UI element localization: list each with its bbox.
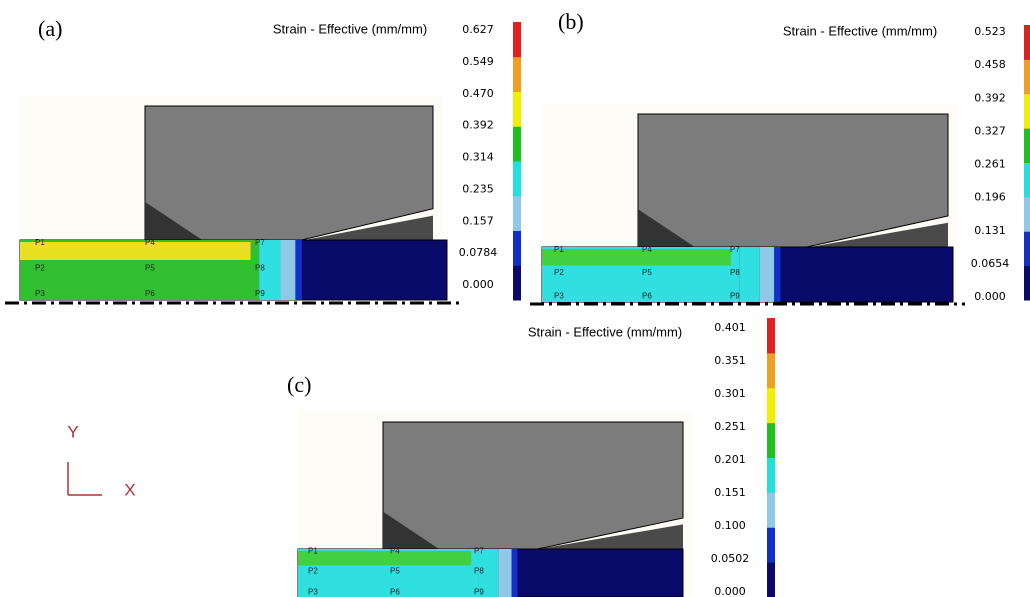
legend-title: Strain - Effective (mm/mm) (528, 324, 682, 339)
scale-label: 0.0654 (971, 257, 1010, 270)
strain-zone (739, 247, 760, 302)
scale-label: 0.401 (714, 321, 746, 334)
colorbar-band (767, 318, 775, 353)
scale-label: 0.235 (462, 182, 494, 195)
legend-title: Strain - Effective (mm/mm) (783, 23, 937, 38)
panel-label: (a) (38, 16, 62, 41)
scale-label: 0.458 (974, 58, 1006, 71)
point-label: P9 (255, 289, 265, 298)
panel-label: (b) (558, 9, 584, 34)
point-label: P4 (145, 238, 155, 247)
scale-label: 0.157 (462, 214, 494, 227)
colorbar-band (1024, 59, 1030, 94)
scale-label: 0.392 (462, 119, 494, 132)
y-axis-label: Y (67, 422, 78, 441)
scale-label: 0.549 (462, 55, 494, 68)
colorbar-band (1024, 197, 1030, 232)
point-label: P2 (35, 263, 45, 272)
x-axis-label: X (124, 480, 135, 499)
colorbar-band (767, 353, 775, 388)
point-label: P9 (730, 292, 740, 301)
colorbar-band (1024, 25, 1030, 60)
colorbar-band (513, 57, 521, 92)
panel-label: (c) (287, 372, 311, 397)
colorbar-band (1024, 266, 1030, 301)
point-label: P3 (308, 587, 318, 596)
scale-label: 0.523 (974, 25, 1006, 38)
scale-label: 0.196 (974, 191, 1006, 204)
colorbar-band (513, 126, 521, 161)
scale-label: 0.261 (974, 158, 1006, 171)
colorbar-band (767, 458, 775, 493)
point-label: P5 (642, 268, 652, 277)
point-label: P7 (730, 245, 740, 254)
point-label: P2 (554, 268, 564, 277)
point-label: P1 (308, 547, 318, 556)
scale-label: 0.301 (714, 387, 746, 400)
strain-zone (295, 240, 301, 300)
colorbar-band (1024, 231, 1030, 266)
strain-zone (298, 551, 471, 565)
colorbar-band (513, 196, 521, 231)
strain-zone (774, 247, 780, 302)
strain-zone (280, 240, 295, 300)
colorbar-band (513, 92, 521, 127)
point-label: P3 (554, 292, 564, 301)
point-label: P6 (642, 292, 652, 301)
scale-label: 0.201 (714, 453, 746, 466)
legend-title: Strain - Effective (mm/mm) (273, 21, 427, 36)
scale-label: 0.470 (462, 87, 494, 100)
colorbar-band (767, 423, 775, 458)
colorbar-band (1024, 94, 1030, 129)
point-label: P6 (390, 587, 400, 596)
scale-label: 0.000 (462, 278, 494, 291)
scale-label: 0.000 (714, 585, 746, 597)
strain-zone (542, 249, 731, 266)
figure: Y X P1 P4 P7 P2 P5 P8 P3 P6 P9 (a) Strain - Effect… (0, 0, 1030, 597)
point-label: P5 (390, 567, 400, 576)
scale-label: 0.0784 (459, 246, 498, 259)
point-label: P1 (35, 238, 45, 247)
scale-label: 0.392 (974, 91, 1006, 104)
scale-label: 0.251 (714, 420, 746, 433)
scale-label: 0.627 (462, 23, 494, 36)
point-label: P8 (255, 263, 265, 272)
colorbar-band (1024, 163, 1030, 198)
colorbar-band (513, 231, 521, 266)
scale-label: 0.100 (714, 519, 746, 532)
scale-label: 0.314 (462, 151, 494, 164)
colorbar-band (513, 22, 521, 57)
strain-zone (760, 247, 774, 302)
scale-label: 0.0502 (711, 552, 750, 565)
scale-label: 0.131 (974, 224, 1006, 237)
strain-zone (512, 549, 518, 597)
colorbar-band (513, 161, 521, 196)
strain-zone (498, 549, 511, 597)
point-label: P7 (474, 547, 484, 556)
point-label: P5 (145, 263, 155, 272)
strain-zone (20, 242, 251, 260)
colorbar-band (767, 527, 775, 562)
point-label: P6 (145, 289, 155, 298)
colorbar-band (767, 492, 775, 527)
point-label: P8 (474, 567, 484, 576)
colorbar-band (767, 562, 775, 597)
colorbar-band (1024, 128, 1030, 163)
scale-label: 0.151 (714, 486, 746, 499)
scale-label: 0.000 (974, 290, 1006, 303)
colorbar-band (513, 265, 521, 300)
colorbar-band (767, 388, 775, 423)
point-label: P3 (35, 289, 45, 298)
point-label: P8 (730, 268, 740, 277)
scale-label: 0.327 (974, 124, 1006, 137)
point-label: P1 (554, 245, 564, 254)
point-label: P4 (390, 547, 400, 556)
point-label: P7 (255, 238, 265, 247)
point-label: P2 (308, 567, 318, 576)
scale-label: 0.351 (714, 354, 746, 367)
point-label: P9 (474, 587, 484, 596)
point-label: P4 (642, 245, 652, 254)
